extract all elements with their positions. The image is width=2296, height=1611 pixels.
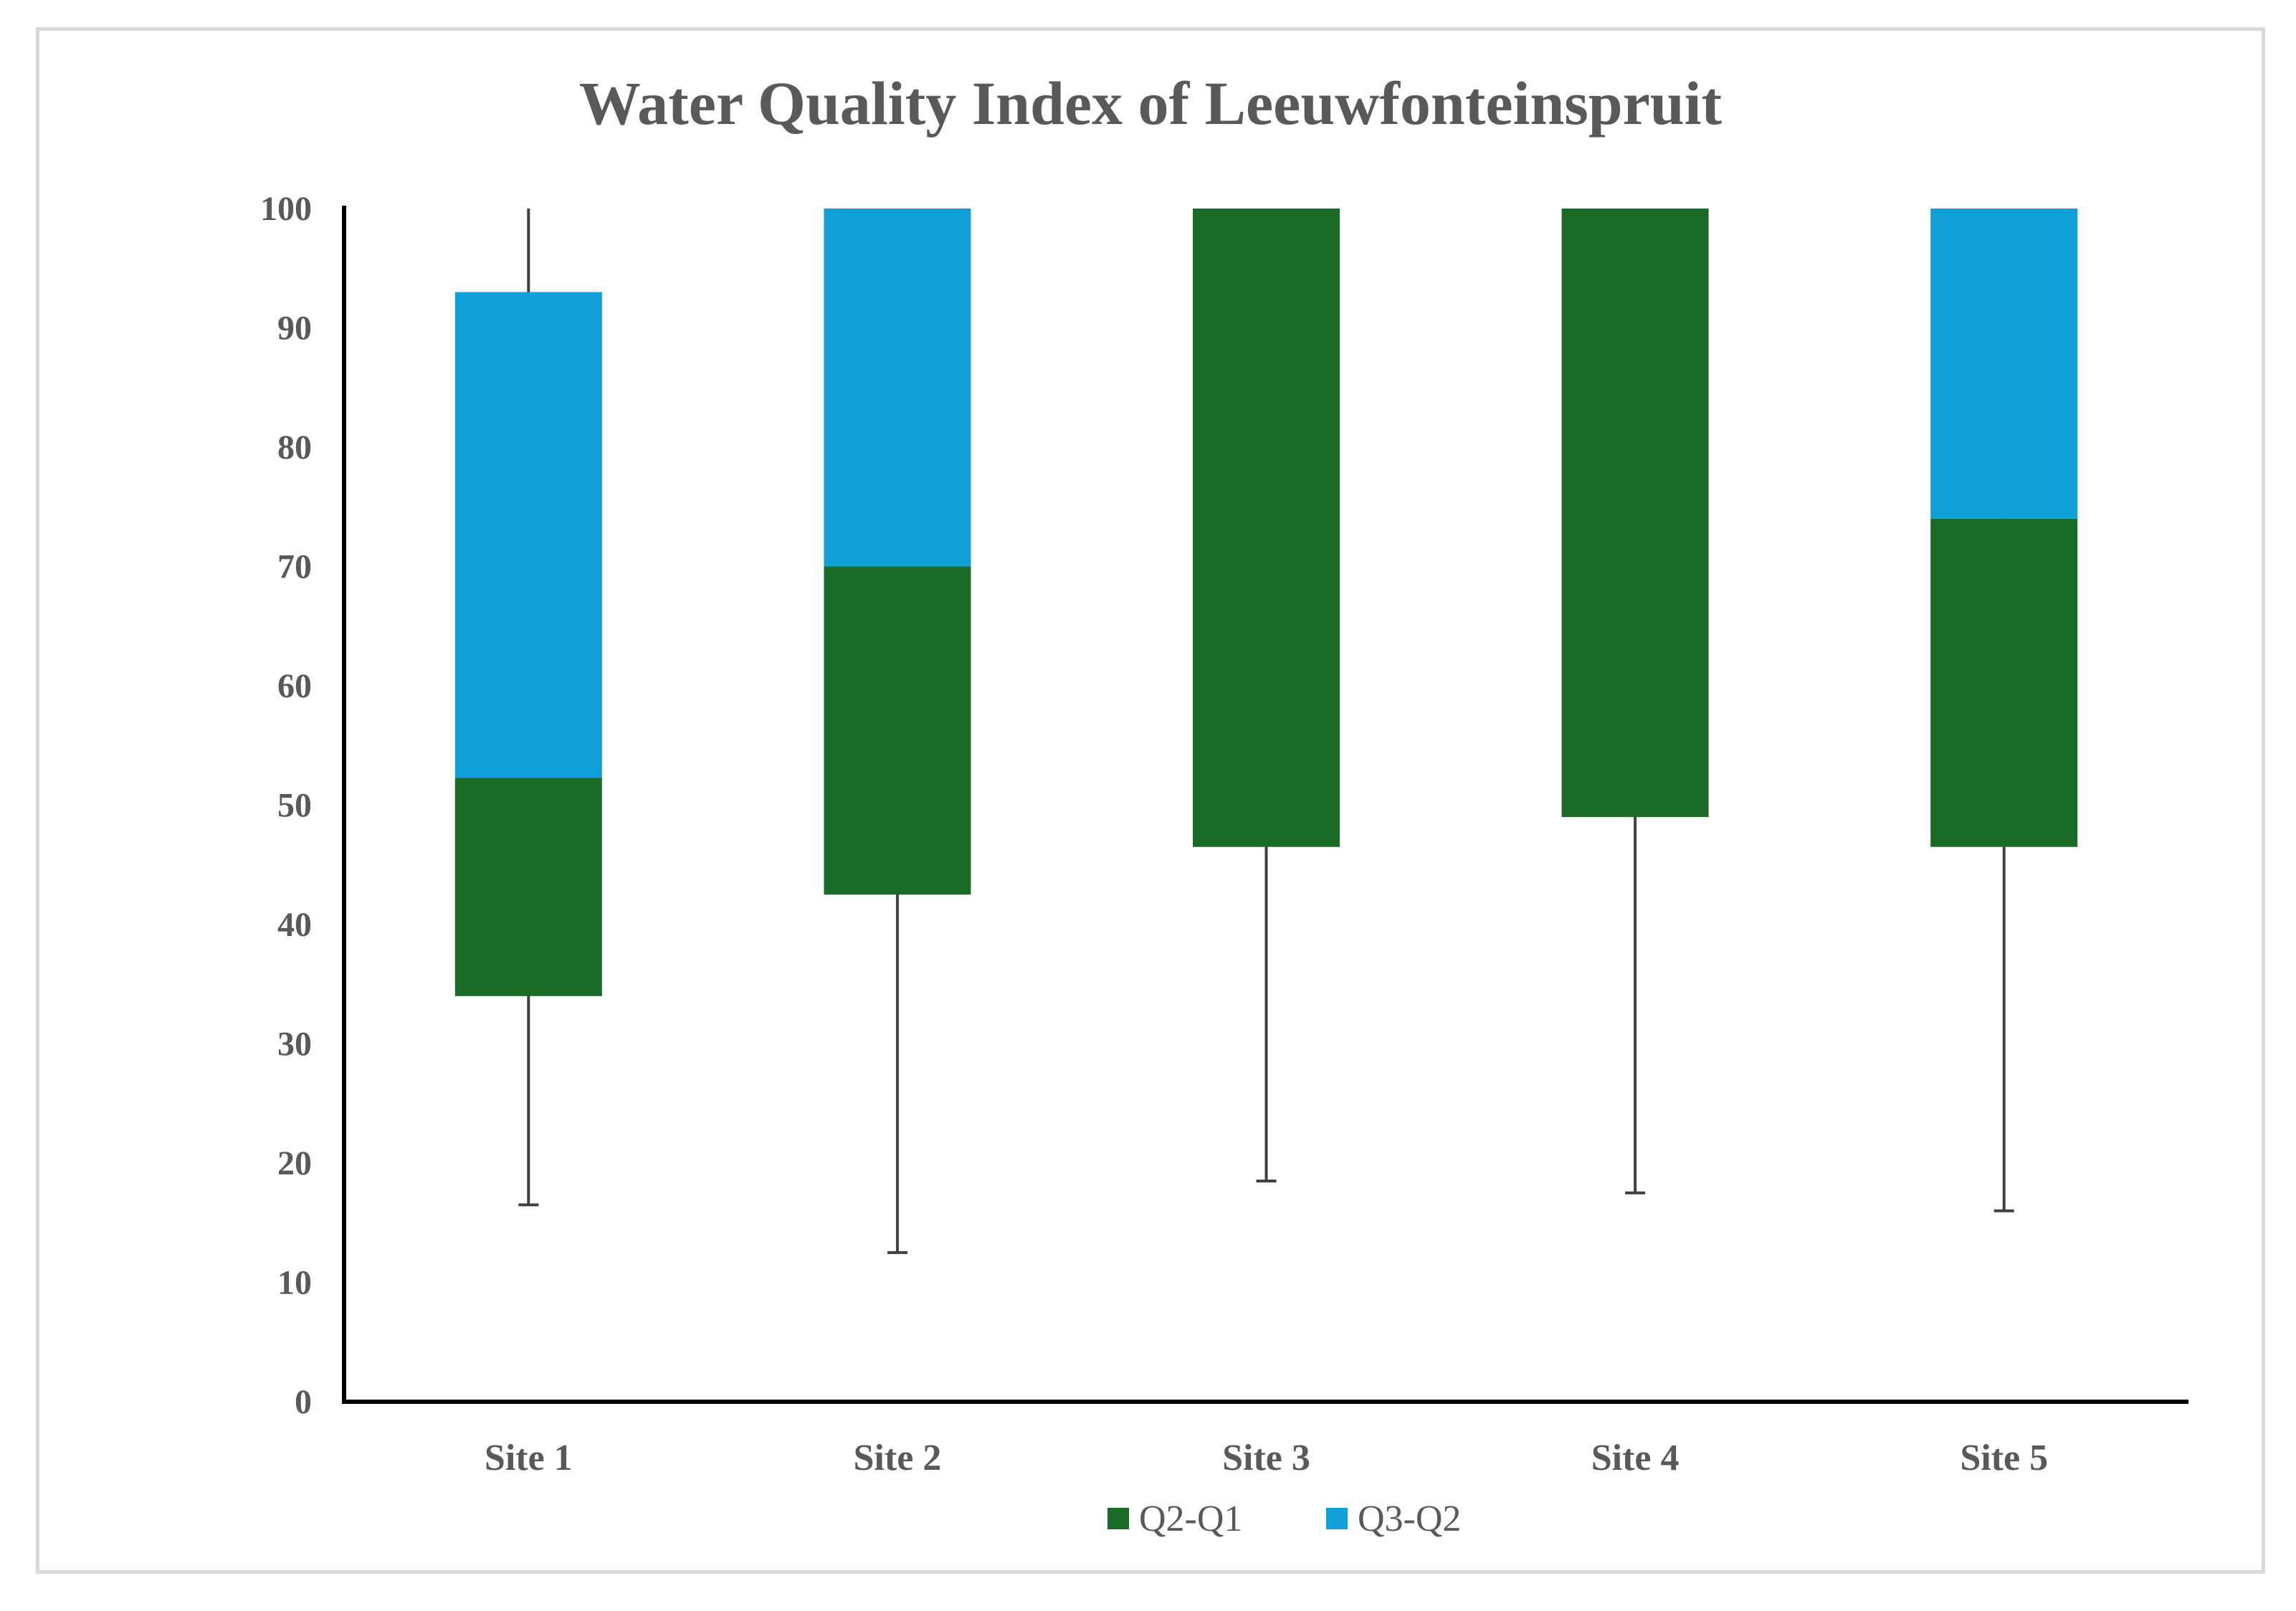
legend-label: Q2-Q1 [1139,1498,1242,1539]
y-tick-label: 30 [277,1026,312,1063]
bar-q2-q1 [1930,518,2078,847]
y-tick-label: 40 [277,906,312,944]
bar-q3-q2 [454,292,602,778]
x-category-group: Site 1 Site 2 Site 3 Site 4 Site 5 [485,1438,2048,1478]
x-tick-label: Site 2 [854,1438,942,1478]
x-tick-label: Site 1 [485,1438,573,1478]
y-tick-label: 60 [277,667,312,705]
y-tick-group: 0 10 20 30 40 50 60 70 80 90 100 [260,190,312,1421]
x-tick-label: Site 4 [1591,1438,1680,1478]
y-tick-label: 80 [277,429,312,467]
y-tick-label: 10 [277,1264,312,1302]
x-tick-label: Site 5 [1960,1438,2048,1478]
chart-title: Water Quality Index of Leeuwfonteinsprui… [579,69,1723,138]
y-tick-label: 0 [295,1383,312,1421]
chart-canvas: Water Quality Index of Leeuwfonteinsprui… [260,69,2188,1539]
bar-group [454,209,2078,996]
y-tick-label: 70 [277,548,312,586]
legend-swatch [1326,1508,1348,1529]
bar-q2-q1 [1193,209,1340,847]
x-tick-label: Site 3 [1222,1438,1310,1478]
chart-frame: Water Quality Index of Leeuwfonteinsprui… [36,27,2265,1574]
bar-q3-q2 [824,209,971,567]
y-tick-label: 100 [260,190,312,228]
legend: Q2-Q1 Q3-Q2 [1107,1498,1461,1539]
bar-q2-q1 [454,778,602,996]
y-tick-label: 20 [277,1144,312,1182]
y-tick-label: 50 [277,787,312,825]
axes-group [342,206,2188,1404]
bar-q3-q2 [1930,209,2078,519]
legend-label: Q3-Q2 [1358,1498,1461,1539]
legend-swatch [1107,1508,1129,1529]
bar-q2-q1 [824,566,971,895]
y-tick-label: 90 [277,310,312,348]
bar-q2-q1 [1561,209,1709,818]
